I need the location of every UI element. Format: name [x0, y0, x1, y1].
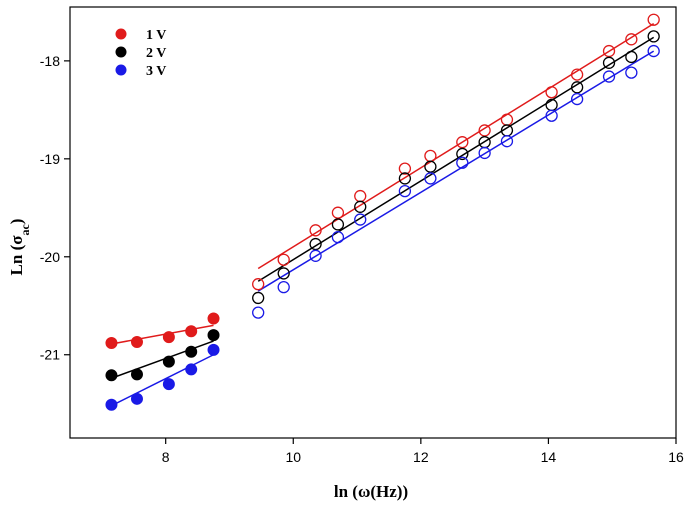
- point-2v-high: [625, 50, 638, 64]
- x-tick-label: 16: [668, 449, 684, 465]
- point-3v-high: [647, 44, 660, 58]
- point-2v-high: [602, 56, 616, 69]
- point-1v-high: [478, 124, 491, 137]
- point-1v-high: [309, 224, 322, 237]
- point-3v-high: [331, 231, 345, 244]
- point-1v-low: [105, 336, 118, 349]
- point-3v-low: [130, 392, 143, 405]
- x-axis: 8 10 12 14 16: [162, 438, 684, 465]
- point-3v-high: [456, 156, 469, 169]
- point-1v-high: [354, 189, 367, 203]
- legend-label-2v: 2 V: [146, 46, 166, 61]
- point-2v-high: [456, 147, 469, 161]
- point-3v-high: [252, 306, 265, 319]
- point-2v-high: [252, 291, 265, 305]
- point-2v-high: [570, 81, 584, 94]
- point-3v-high: [424, 172, 437, 185]
- point-3v-high: [277, 280, 290, 294]
- point-1v-high: [570, 68, 584, 81]
- point-1v-high: [424, 149, 437, 163]
- y-axis: -21 -20 -19 -18: [40, 53, 70, 363]
- point-1v-high: [625, 33, 638, 46]
- point-2v-high: [398, 172, 412, 185]
- point-3v-high: [354, 213, 367, 226]
- fit-line-1v-high: [257, 23, 655, 270]
- fit-line-3v-low: [111, 354, 214, 407]
- point-3v-high: [570, 92, 584, 106]
- legend-label-3v: 3 V: [146, 64, 166, 79]
- y-tick-label: -20: [40, 249, 60, 265]
- x-tick-label: 14: [541, 449, 557, 465]
- point-2v-high: [647, 30, 660, 43]
- point-3v-high: [625, 66, 638, 79]
- fit-line-2v-low: [111, 340, 214, 379]
- x-axis-title: ln (ω(Hz)): [334, 482, 408, 501]
- point-3v-low: [207, 343, 220, 356]
- point-1v-high: [647, 13, 660, 26]
- fit-line-2v-high: [257, 36, 655, 282]
- legend-marker-2v: [115, 46, 127, 58]
- point-1v-high: [277, 253, 290, 266]
- legend: 1 V 2 V 3 V: [115, 28, 166, 79]
- y-axis-title: Ln (σac): [7, 219, 32, 276]
- point-1v-low: [207, 312, 220, 325]
- data-points: [105, 13, 660, 411]
- point-3v-high: [478, 146, 491, 160]
- plot-area: [69, 6, 677, 439]
- point-1v-high: [500, 113, 514, 126]
- point-2v-low: [162, 355, 175, 368]
- x-tick-label: 8: [162, 449, 170, 465]
- point-1v-high: [252, 278, 265, 291]
- x-tick-label: 10: [285, 449, 301, 465]
- point-2v-low: [130, 368, 143, 381]
- plot-frame: [69, 6, 677, 439]
- point-1v-high: [545, 86, 558, 99]
- y-axis-title-subscript: ac: [18, 224, 32, 236]
- point-1v-low: [185, 325, 198, 338]
- y-tick-label: -21: [40, 347, 60, 363]
- point-2v-low: [105, 369, 118, 382]
- fit-line-3v-high: [257, 50, 655, 292]
- point-2v-high: [354, 200, 367, 213]
- y-axis-title-main: Ln (σ: [7, 235, 26, 276]
- y-tick-label: -18: [40, 53, 60, 69]
- point-1v-low: [162, 331, 175, 344]
- legend-marker-3v: [115, 64, 127, 76]
- point-3v-low: [162, 378, 175, 391]
- point-3v-high: [398, 185, 412, 198]
- point-2v-low: [207, 329, 220, 342]
- fit-line-1v-low: [111, 324, 214, 345]
- point-2v-high: [424, 160, 437, 173]
- point-1v-high: [456, 136, 469, 149]
- legend-marker-1v: [115, 28, 127, 40]
- point-2v-low: [185, 345, 198, 358]
- point-2v-high: [309, 237, 322, 251]
- y-axis-title-close: ): [7, 219, 26, 225]
- legend-label-1v: 1 V: [146, 28, 166, 43]
- point-3v-high: [500, 135, 514, 148]
- point-1v-high: [331, 206, 345, 219]
- point-2v-high: [331, 218, 345, 231]
- point-1v-low: [130, 336, 143, 349]
- point-3v-high: [545, 109, 558, 122]
- y-tick-label: -19: [40, 151, 60, 167]
- x-tick-label: 12: [413, 449, 429, 465]
- point-3v-low: [105, 398, 118, 411]
- point-1v-high: [398, 162, 412, 175]
- point-2v-high: [277, 267, 290, 280]
- point-3v-high: [309, 249, 322, 262]
- point-1v-high: [602, 44, 616, 58]
- point-3v-low: [185, 363, 198, 376]
- point-3v-high: [602, 70, 616, 83]
